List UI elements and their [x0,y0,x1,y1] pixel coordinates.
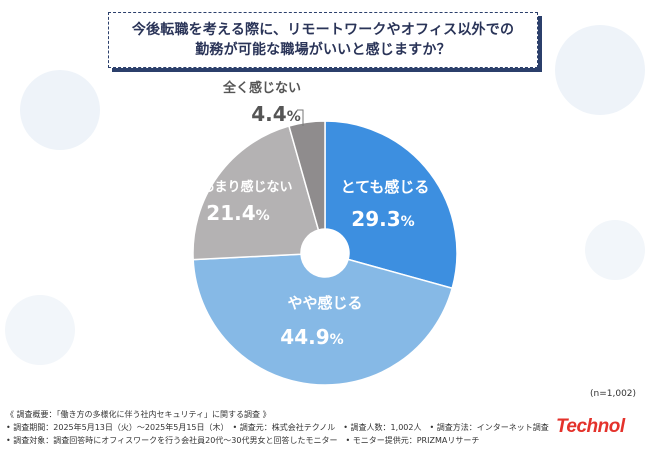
slice-3 [288,120,326,231]
slice-value-1: 44.9% [280,325,343,349]
slice-2 [192,125,320,261]
slice-label-3: 全く感じない [222,80,301,96]
slice-value-2: 21.4% [206,201,269,225]
slice-label-2: あまり感じない [201,179,292,195]
footer-title: 《 調査概要：「働き方の多様化に伴う社内セキュリティ」に関する調査 》 [6,410,271,419]
sample-size-note: (n=1,002) [590,389,637,399]
question-box: 今後転職を考える際に、リモートワークやオフィス以外での 勤務が可能な職場がいいと… [108,12,538,68]
question-line-1: 今後転職を考える際に、リモートワークやオフィス以外での [131,22,515,38]
slice-value-0: 29.3% [351,207,414,231]
question-line-2: 勤務が可能な職場がいいと感じますか？ [195,42,451,58]
slice-label-0: とても感じる [341,178,430,196]
slice-label-1: やや感じる [287,294,362,312]
leader-line [297,109,304,126]
slice-1 [192,253,454,386]
brand-logo: Technol [556,416,625,437]
slice-0 [324,120,458,290]
footer-target: • 調査対象：調査回答時にオフィスワークを行う会社員20代～30代男女と回答した… [6,436,480,445]
slice-value-3: 4.4% [251,102,300,126]
survey-footer: 《 調査概要：「働き方の多様化に伴う社内セキュリティ」に関する調査 》 • 調査… [6,408,549,447]
footer-details: • 調査期間：2025年5月13日（火）～2025年5月15日（木） • 調査元… [6,423,549,432]
